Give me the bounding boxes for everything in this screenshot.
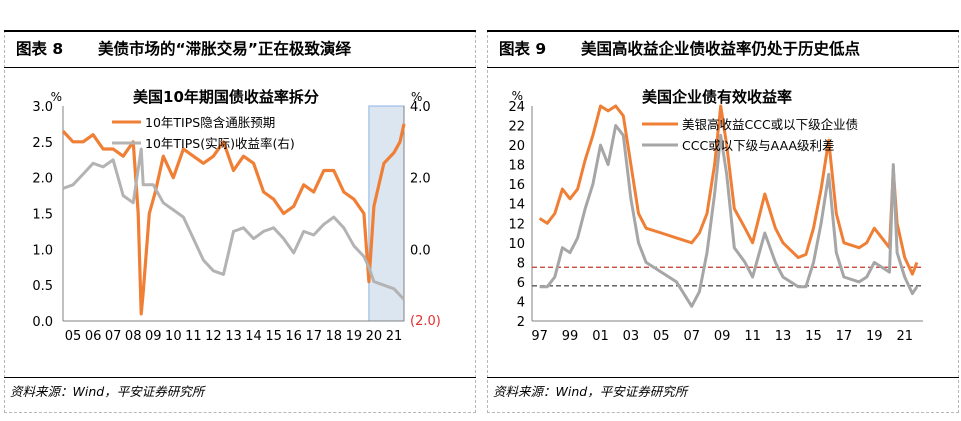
x-tick-label: 03: [623, 329, 640, 344]
y-tick-label: 2: [517, 315, 525, 330]
x-tick-label: 11: [744, 329, 761, 344]
ccc-yield-line: [538, 104, 919, 276]
y-unit-label: %: [51, 90, 62, 104]
x-tick-label: 19: [866, 329, 883, 344]
figure-title: 美债市场的“滞胀交易”正在极致演绎: [98, 40, 351, 58]
legend-label: 10年TIPS隐含通胀预期: [145, 115, 275, 130]
y2-unit-label: %: [411, 90, 422, 104]
x-tick-label: 01: [592, 329, 609, 344]
y2-tick-label: 4.0: [410, 100, 431, 115]
y-tick-label: 14: [508, 198, 525, 213]
x-tick-label: 99: [562, 329, 579, 344]
x-tick-label: 05: [65, 329, 82, 344]
figure-header: 图表 8 美债市场的“滞胀交易”正在极致演绎: [4, 30, 476, 68]
x-tick-label: 21: [896, 329, 913, 344]
y2-tick-label: 2.0: [410, 172, 431, 187]
figure-title: 美国高收益企业债收益率仍处于历史低点: [581, 40, 861, 58]
y-tick-label: 4: [517, 295, 525, 310]
left-figure-panel: 图表 8 美债市场的“滞胀交易”正在极致演绎 0.0 0.5 1.0 1.5 2.0 2.…: [4, 0, 476, 421]
breakeven-inflation-line: [61, 123, 406, 316]
figure-number: 图表 8: [16, 40, 64, 58]
x-tick-label: 07: [683, 329, 700, 344]
figure-number: 图表 9: [499, 40, 547, 58]
x-tick-label: 18: [326, 329, 343, 344]
source-note: 资料来源：Wind，平安证券研究所: [493, 384, 688, 399]
x-tick-label: 06: [85, 329, 102, 344]
x-tick-label: 21: [386, 329, 403, 344]
legend-label: 美银高收益CCC或以下级企业债: [682, 117, 858, 132]
chart-title: 美国10年期国债收益率拆分: [133, 88, 319, 106]
y2-tick-label: 0.0: [410, 243, 431, 258]
x-tick-label: 09: [145, 329, 162, 344]
y-tick-label: 2.5: [32, 136, 53, 151]
x-tick-label: 16: [285, 329, 302, 344]
x-tick-label: 11: [185, 329, 202, 344]
y-tick-label: 0.0: [32, 315, 53, 330]
x-tick-label: 15: [805, 329, 822, 344]
x-tick-label: 97: [531, 329, 548, 344]
source-divider: [4, 377, 476, 378]
y-tick-label: 24: [508, 100, 525, 115]
ccc-aaa-spread-line: [539, 124, 919, 308]
x-tick-label: 20: [366, 329, 383, 344]
legend-label: 10年TIPS(实际)收益率(右): [145, 136, 295, 151]
y-tick-label: 22: [508, 120, 525, 135]
x-tick-label: 07: [105, 329, 122, 344]
tips-real-yield-line: [62, 147, 406, 301]
y-tick-label: 1.5: [32, 208, 53, 223]
y-tick-label: 0.5: [32, 279, 53, 294]
y-tick-label: 2.0: [32, 172, 53, 187]
y-unit-label: %: [512, 89, 523, 103]
x-tick-label: 13: [225, 329, 242, 344]
y-tick-label: 12: [508, 217, 525, 232]
x-tick-label: 13: [775, 329, 792, 344]
x-tick-label: 08: [125, 329, 142, 344]
y-tick-label: 18: [508, 159, 525, 174]
legend-label: CCC或以下级与AAA级利差: [682, 138, 835, 153]
panel-frame: [487, 30, 959, 413]
y-tick-label: 20: [508, 139, 525, 154]
x-tick-label: 19: [346, 329, 363, 344]
y-tick-label: 3.0: [32, 100, 53, 115]
chart-title: 美国企业债有效收益率: [642, 88, 792, 106]
x-tick-label: 17: [836, 329, 853, 344]
y-tick-label: 6: [517, 276, 525, 291]
y-tick-label: 10: [508, 237, 525, 252]
x-tick-label: 15: [265, 329, 282, 344]
source-divider: [487, 377, 959, 378]
x-tick-label: 17: [305, 329, 322, 344]
x-tick-label: 05: [653, 329, 670, 344]
x-tick-label: 09: [714, 329, 731, 344]
y2-tick-label: (2.0): [410, 314, 441, 329]
x-tick-label: 12: [205, 329, 222, 344]
x-tick-label: 10: [165, 329, 182, 344]
right-figure-panel: 图表 9 美国高收益企业债收益率仍处于历史低点 2 4 6 8 10 12 14 16 18 20…: [487, 0, 959, 421]
source-note: 资料来源：Wind，平安证券研究所: [10, 384, 205, 399]
x-tick-label: 14: [245, 329, 262, 344]
y-tick-label: 1.0: [32, 243, 53, 258]
tips-decomposition-chart: 0.00.51.01.52.02.53.0%(2.0)0.02.04.0%05 0…: [32, 88, 441, 344]
y-tick-label: 16: [508, 178, 525, 193]
figure-header: 图表 9 美国高收益企业债收益率仍处于历史低点: [487, 30, 959, 68]
panel-frame: [4, 30, 476, 413]
y-tick-label: 8: [517, 256, 525, 271]
